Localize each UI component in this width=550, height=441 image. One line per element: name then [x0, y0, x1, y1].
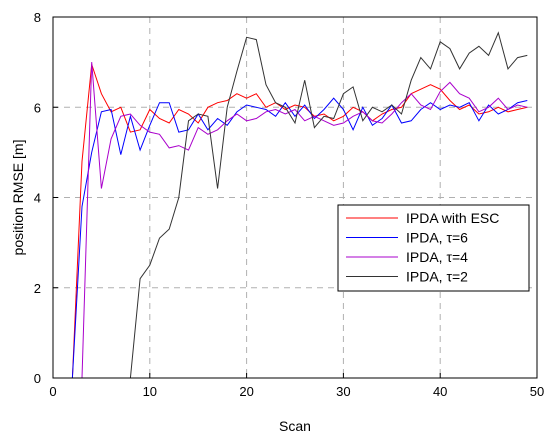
y-tick-label: 2 — [34, 281, 41, 296]
legend-label: IPDA, τ=6 — [406, 230, 468, 246]
x-tick-label: 10 — [143, 384, 157, 399]
y-tick-label: 0 — [34, 371, 41, 386]
x-tick-label: 40 — [433, 384, 447, 399]
legend-label: IPDA with ESC — [406, 210, 499, 226]
legend-label: IPDA, τ=2 — [406, 269, 468, 285]
y-axis-label: position RMSE [m] — [10, 140, 26, 256]
x-tick-label: 30 — [336, 384, 350, 399]
series-layer — [53, 31, 528, 379]
series-line-2 — [53, 97, 528, 379]
y-tick-label: 8 — [34, 10, 41, 25]
y-axis-ticks: 0 2 4 6 8 — [34, 10, 58, 386]
grid-lines — [53, 17, 537, 378]
legend-label: IPDA, τ=4 — [406, 249, 468, 265]
y-tick-label: 6 — [34, 100, 41, 115]
x-tick-label: 50 — [530, 384, 544, 399]
y-tick-label: 4 — [34, 191, 41, 206]
legend: IPDA with ESC IPDA, τ=6 IPDA, τ=4 IPDA, τ=2 — [337, 204, 530, 292]
series-line-3 — [53, 62, 528, 379]
x-tick-label: 20 — [239, 384, 253, 399]
x-axis-ticks: 0 10 20 30 40 50 — [49, 373, 544, 399]
series-line-4 — [53, 31, 528, 379]
series-line-1 — [53, 64, 528, 379]
x-axis-label: Scan — [279, 418, 311, 434]
x-tick-label: 0 — [49, 384, 56, 399]
